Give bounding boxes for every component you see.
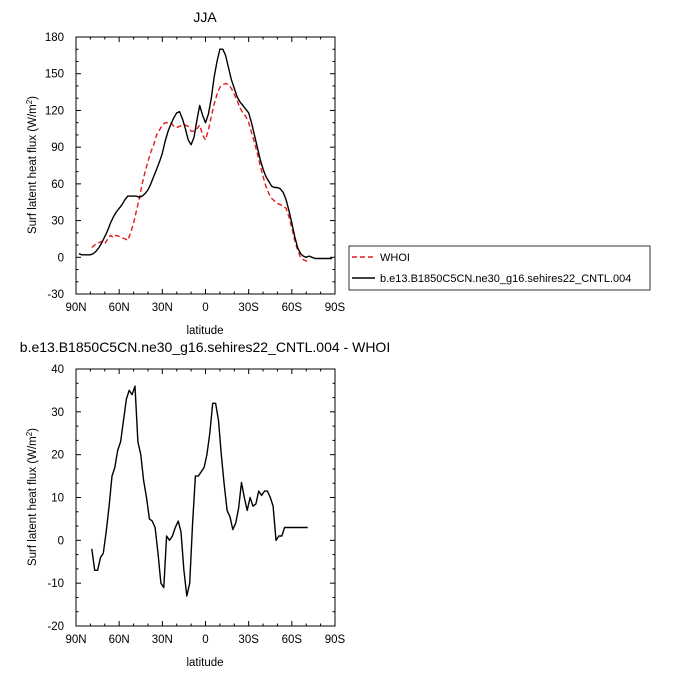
y-axis-title: Surf latent heat flux (W/m2): [25, 96, 39, 234]
x-tick-label: 90S: [325, 302, 346, 314]
y-tick-label: 10: [51, 493, 64, 505]
y-tick-label: 90: [51, 142, 64, 154]
panel-difference: b.e13.B1850C5CN.ne30_g16.sehires22_CNTL.…: [20, 339, 390, 669]
y-axis-title: Surf latent heat flux (W/m2): [25, 428, 39, 566]
y-tick-label: 40: [51, 364, 64, 376]
y-tick-label: -10: [47, 578, 64, 590]
x-axis-title: latitude: [186, 657, 223, 669]
x-tick-label: 60N: [109, 302, 130, 314]
y-tick-label: -20: [47, 621, 64, 633]
y-tick-label: -30: [47, 289, 64, 301]
x-tick-label: 60S: [282, 302, 303, 314]
chart-title: b.e13.B1850C5CN.ne30_g16.sehires22_CNTL.…: [20, 339, 390, 355]
y-tick-label: 120: [45, 105, 64, 117]
x-tick-label: 0: [202, 302, 208, 314]
series-group: [78, 48, 333, 262]
series-line-1: [78, 48, 333, 260]
x-tick-label: 90S: [325, 634, 346, 646]
legend-label-cntl: b.e13.B1850C5CN.ne30_g16.sehires22_CNTL.…: [380, 273, 631, 285]
x-tick-label: 30S: [238, 302, 259, 314]
x-tick-label: 90N: [65, 302, 86, 314]
y-tick-label: 0: [58, 252, 64, 264]
panel-jja: JJA 90N 60N 30N 0 30S 60S 90S -30 0 30 60 90 120 150 1…: [25, 9, 346, 337]
x-tick-label: 90N: [65, 634, 86, 646]
legend-label-whoi: WHOI: [380, 252, 410, 264]
ticks: 90N 60N 30N 0 30S 60S 90S -20 -10 0 10 20 30 40: [47, 364, 345, 646]
series-line-0: [91, 385, 308, 597]
x-tick-label: 0: [202, 634, 208, 646]
y-tick-label: 20: [51, 450, 64, 462]
legend: WHOI b.e13.B1850C5CN.ne30_g16.sehires22_…: [348, 245, 651, 291]
y-tick-label: 0: [58, 535, 64, 547]
plot-frame: [75, 368, 336, 627]
x-tick-label: 30S: [238, 634, 259, 646]
x-tick-label: 60S: [282, 634, 303, 646]
plot-frame: [75, 36, 336, 295]
legend-box: [348, 245, 651, 291]
y-tick-label: 180: [45, 32, 64, 44]
x-tick-label: 30N: [152, 302, 173, 314]
series-group: [91, 385, 308, 597]
series-line-0: [91, 82, 310, 262]
x-tick-label: 30N: [152, 634, 173, 646]
y-tick-label: 30: [51, 407, 64, 419]
y-tick-label: 150: [45, 69, 64, 81]
y-tick-label: 30: [51, 216, 64, 228]
chart-title: JJA: [193, 9, 217, 25]
x-axis-title: latitude: [186, 325, 223, 337]
ticks: 90N 60N 30N 0 30S 60S 90S -30 0 30 60 90 120 150 180: [45, 32, 346, 314]
x-tick-label: 60N: [109, 634, 130, 646]
y-tick-label: 60: [51, 179, 64, 191]
